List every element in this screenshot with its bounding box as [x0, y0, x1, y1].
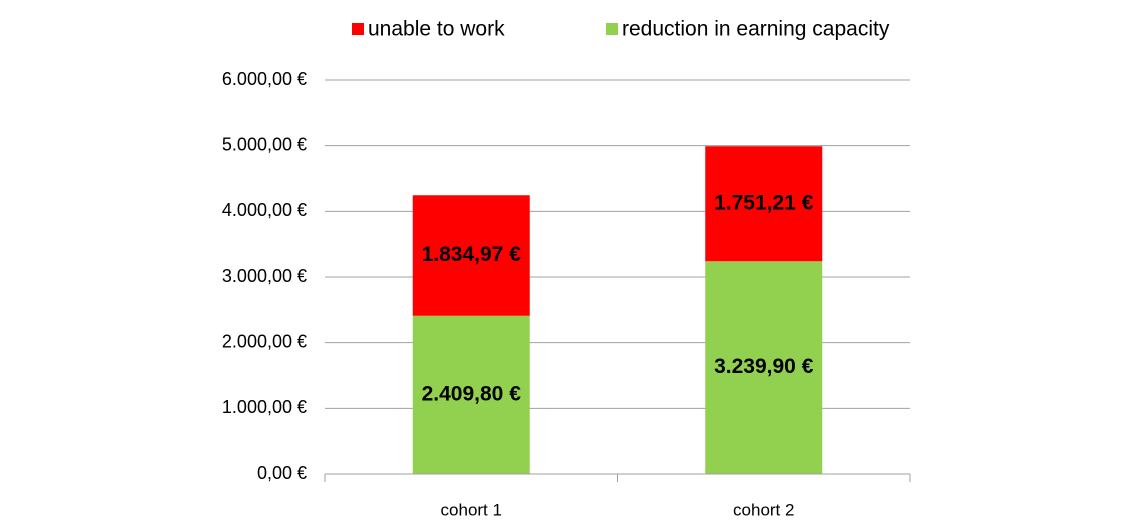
- x-tick-label: cohort 2: [733, 500, 794, 519]
- x-tick-label: cohort 1: [441, 500, 502, 519]
- legend-label: reduction in earning capacity: [622, 18, 890, 41]
- y-tick-label: 6.000,00 €: [222, 69, 307, 89]
- value-label: 2.409,80 €: [422, 382, 522, 405]
- bar-segment: [705, 146, 823, 262]
- bar-segment: [412, 195, 530, 316]
- bar-segment: [705, 261, 823, 474]
- value-label: 3.239,90 €: [714, 355, 814, 378]
- y-tick-label: 2.000,00 €: [222, 331, 307, 351]
- value-label: 1.751,21 €: [714, 191, 814, 214]
- value-label: 1.834,97 €: [422, 243, 522, 266]
- y-tick-label: 5.000,00 €: [222, 134, 307, 154]
- y-tick-label: 3.000,00 €: [222, 266, 307, 286]
- legend-swatch: [352, 23, 364, 35]
- bar-segment: [412, 315, 530, 474]
- y-tick-label: 1.000,00 €: [222, 397, 307, 417]
- y-tick-label: 0,00 €: [257, 463, 307, 483]
- legend-label: unable to work: [368, 18, 505, 41]
- y-tick-label: 4.000,00 €: [222, 200, 307, 220]
- legend-swatch: [606, 23, 618, 35]
